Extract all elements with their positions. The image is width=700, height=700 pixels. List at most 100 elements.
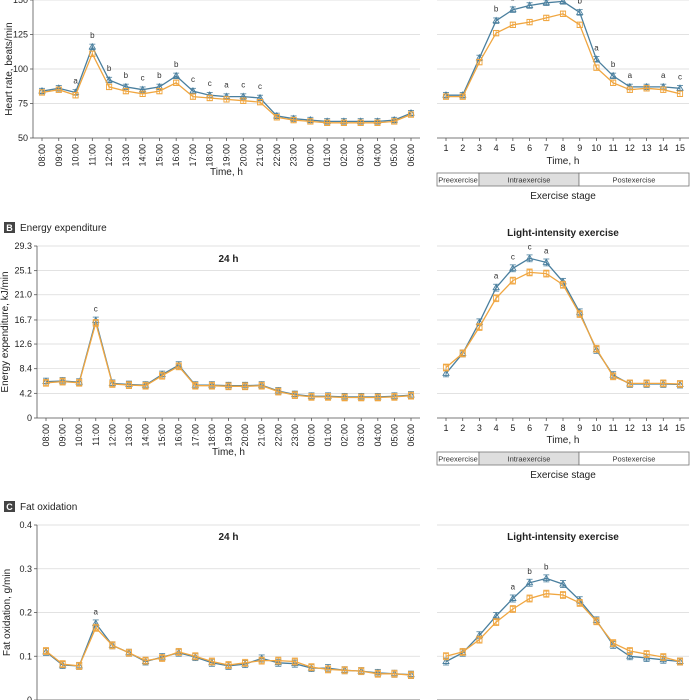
significance-label: a: [94, 607, 99, 616]
x-axis-label: Time, h: [210, 167, 243, 178]
section-b-badge: [4, 222, 15, 233]
stage-label-post-b: Postexercise: [613, 455, 656, 464]
series-2-point: [122, 88, 129, 95]
panel-c-24h: 0 0.1 0.2 0.3 0.4 24 h Fat oxidation, g/min a: [2, 520, 420, 700]
series-1-point: [525, 1, 534, 8]
series-2-point: [341, 667, 348, 674]
x-tick-label: 02:00: [339, 144, 349, 167]
series-2-point: [374, 670, 381, 677]
significance-label: a: [511, 583, 516, 592]
x-tick-label: 11: [608, 143, 617, 153]
stage-axis-label-b: Exercise stage: [530, 470, 596, 481]
series-2-point: [442, 93, 450, 100]
section-c-header: C Fat oxidation: [4, 501, 77, 513]
significance-label: b: [577, 0, 582, 5]
section-b-title: Energy expenditure: [20, 223, 107, 234]
series-2-point: [593, 64, 600, 71]
significance-label: a: [628, 71, 633, 80]
section-c-title: Fat oxidation: [20, 502, 77, 513]
series-2-point: [242, 659, 249, 666]
x-tick-label: 00:00: [306, 424, 316, 447]
x-tick-label: 15: [675, 143, 685, 153]
series-2-point: [208, 658, 215, 665]
series-2-point: [76, 662, 83, 669]
series-2-point: [610, 640, 617, 647]
series-1-point: [542, 258, 551, 265]
x-tick-label: 5: [510, 423, 515, 433]
series-2-point: [576, 21, 583, 28]
y-tick-label: 100: [13, 64, 28, 74]
series-2-point: [493, 619, 500, 626]
series-2-point: [459, 648, 466, 655]
x-tick-label: 3: [477, 143, 482, 153]
series-2-point: [676, 90, 684, 97]
series-1-point: [291, 659, 299, 667]
series-2-point: [173, 79, 180, 86]
x-tick-label: 14: [658, 423, 668, 433]
series-line-2: [445, 271, 681, 385]
significance-label: b: [174, 60, 179, 69]
series-2-point: [358, 394, 365, 401]
x-tick-label: 14:00: [138, 144, 148, 167]
x-tick-label: 3: [477, 423, 482, 433]
significance-label: b: [124, 71, 129, 80]
series-2-point: [291, 392, 298, 399]
y-tick-label: 50: [18, 133, 28, 143]
x-tick-label: 6: [527, 143, 532, 153]
x-tick-label: 01:00: [322, 144, 332, 167]
x-tick-label: 18:00: [207, 424, 217, 447]
series-2-point: [273, 114, 280, 121]
panel-title: Light-intensity exercise: [507, 228, 619, 239]
y-tick-label: 0: [27, 413, 32, 423]
series-2-point: [526, 595, 533, 602]
series-2-point: [357, 119, 364, 126]
series-2-point: [374, 394, 381, 401]
series-2-point: [55, 86, 62, 93]
x-tick-label: 19:00: [224, 424, 234, 447]
y-tick-label: 29.3: [14, 241, 32, 251]
series-2-point: [106, 83, 113, 90]
series-2-point: [175, 363, 182, 370]
x-tick-label: 22:00: [273, 424, 283, 447]
x-tick-label: 4: [494, 423, 499, 433]
x-tick-label: 14:00: [141, 424, 151, 447]
significance-label: b: [511, 0, 516, 3]
series-2-point: [225, 383, 232, 390]
series-2-point: [42, 379, 50, 386]
x-tick-label: 11:00: [87, 144, 97, 166]
series-2-point: [192, 382, 199, 389]
x-tick-label: 20:00: [238, 144, 248, 167]
x-tick-label: 16:00: [174, 424, 184, 447]
x-tick-label: 17:00: [190, 424, 200, 447]
y-tick-label: 0.3: [19, 564, 32, 574]
series-2-point: [391, 670, 398, 677]
series-2-point: [442, 653, 450, 660]
series-2-point: [256, 99, 264, 106]
significance-label: c: [258, 82, 262, 91]
x-tick-label: 10:00: [71, 144, 81, 167]
x-tick-label: 23:00: [289, 144, 299, 167]
x-axis-label: Time, h: [212, 447, 245, 458]
x-tick-label: 23:00: [290, 424, 300, 447]
series-2-point: [125, 382, 133, 389]
series-2-point: [358, 668, 365, 675]
stage-label-pre-a: Preexercise: [438, 176, 478, 185]
panel-title: Light-intensity exercise: [507, 532, 619, 543]
series-2-point: [476, 323, 483, 331]
series-1-point: [442, 657, 450, 664]
stage-box-post-b: [578, 451, 690, 466]
y-tick-label: 25.1: [14, 266, 32, 276]
stage-label-pre-b: Preexercise: [438, 455, 478, 464]
x-tick-label: 10:00: [74, 424, 84, 447]
series-2-point: [407, 111, 415, 118]
x-tick-label: 00:00: [305, 144, 315, 167]
series-2-point: [341, 394, 348, 401]
series-2-point: [109, 380, 116, 388]
x-tick-label: 08:00: [41, 424, 51, 447]
y-tick-label: 0.4: [19, 520, 32, 530]
x-axis-label: Time, h: [547, 156, 580, 167]
x-tick-label: 20:00: [240, 424, 250, 447]
stage-label-intra-b: Intraexercise: [508, 455, 551, 464]
y-tick-label: 4.2: [19, 388, 32, 398]
